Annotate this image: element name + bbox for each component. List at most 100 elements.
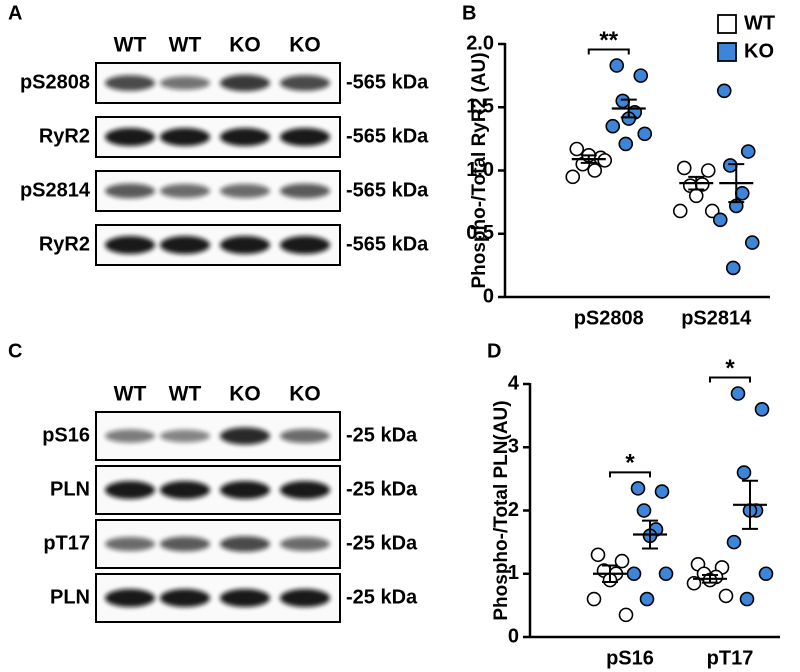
legend-swatch	[717, 42, 737, 62]
band	[280, 236, 330, 254]
size-label: -25 kDa	[346, 424, 418, 446]
error-bar	[602, 564, 618, 583]
band	[220, 589, 270, 607]
data-point	[716, 83, 732, 99]
data-point	[754, 401, 770, 417]
significance-label: *	[725, 355, 735, 382]
size-label: -25 kDa	[346, 586, 418, 608]
data-point	[704, 203, 720, 219]
error-bar	[642, 519, 658, 550]
data-point	[618, 136, 634, 152]
y-tick-label: 2.0	[466, 32, 494, 54]
data-point	[636, 503, 652, 518]
band	[160, 184, 210, 198]
band	[160, 236, 210, 254]
row-label: pS2814	[20, 179, 91, 201]
legend-label: WT	[744, 12, 775, 34]
data-point	[565, 169, 581, 185]
band	[105, 75, 155, 91]
data-point	[672, 203, 688, 219]
x-tick-label: pT17	[707, 647, 754, 669]
x-tick-label: pS2814	[681, 307, 752, 329]
band	[160, 589, 210, 607]
data-point	[718, 588, 734, 604]
data-point	[739, 591, 755, 607]
data-point	[630, 481, 646, 496]
y-axis-label: Phospho-/Total PLN(AU)	[491, 400, 512, 620]
size-label: -565 kDa	[346, 125, 429, 147]
panel-letter: B	[462, 2, 476, 24]
band	[280, 75, 330, 91]
y-axis-label: Phospho-/Total RyR2 (AU)	[469, 52, 490, 288]
band	[160, 76, 210, 90]
band	[220, 236, 270, 254]
lane-label: WT	[114, 383, 147, 406]
band	[160, 429, 210, 443]
band	[280, 481, 330, 499]
data-point	[686, 575, 702, 591]
y-tick-label: 1.0	[466, 159, 494, 181]
band	[220, 184, 270, 198]
data-point	[654, 484, 670, 499]
y-tick-label: 1.5	[466, 96, 494, 118]
panel-letter: D	[487, 340, 501, 362]
band	[220, 481, 270, 499]
row-label: pS2808	[20, 71, 90, 93]
panel-letter: A	[8, 2, 22, 24]
significance-bracket	[587, 48, 630, 55]
error-bar	[620, 98, 637, 119]
error-bar	[742, 479, 758, 530]
data-point	[569, 141, 585, 157]
band	[220, 74, 270, 92]
data-point	[744, 235, 760, 250]
lane-label: KO	[229, 34, 261, 57]
band	[280, 537, 330, 551]
error-bar	[702, 574, 718, 584]
legend-label: KO	[744, 40, 774, 62]
legend-swatch	[717, 14, 737, 34]
data-point	[633, 68, 649, 83]
size-label: -565 kDa	[346, 71, 429, 93]
significance-bracket	[609, 471, 651, 478]
data-point	[676, 160, 692, 176]
band	[280, 429, 330, 443]
data-point	[734, 185, 750, 201]
band	[105, 429, 155, 443]
band	[160, 481, 210, 499]
significance-label: **	[599, 27, 618, 54]
band	[105, 481, 155, 499]
band	[160, 128, 210, 146]
data-point	[712, 212, 728, 228]
y-tick-label: 2	[508, 499, 519, 521]
data-point	[740, 144, 756, 159]
data-point	[725, 260, 741, 276]
y-tick-label: 0	[508, 625, 519, 647]
size-label: -25 kDa	[346, 532, 418, 554]
band	[220, 128, 270, 146]
significance-label: *	[625, 450, 635, 477]
y-tick-label: 1	[508, 562, 519, 584]
y-tick-label: 0.5	[466, 222, 494, 244]
data-point	[614, 553, 630, 569]
lane-label: WT	[114, 34, 147, 57]
y-tick-label: 0	[483, 285, 494, 307]
band	[280, 183, 330, 199]
data-point	[736, 465, 752, 480]
row-label: PLN	[50, 478, 90, 500]
data-point	[590, 547, 606, 563]
band	[220, 536, 270, 552]
band	[280, 589, 330, 607]
size-label: -565 kDa	[346, 179, 429, 201]
data-point	[587, 163, 603, 178]
panel-letter: C	[8, 340, 22, 362]
band	[160, 536, 210, 552]
data-point	[609, 58, 625, 73]
band	[105, 537, 155, 551]
data-point	[688, 188, 704, 204]
lane-label: WT	[169, 383, 202, 406]
data-point	[618, 607, 634, 623]
band	[280, 128, 330, 146]
data-point	[586, 591, 602, 607]
y-tick-label: 4	[508, 372, 520, 394]
lane-label: WT	[169, 34, 202, 57]
